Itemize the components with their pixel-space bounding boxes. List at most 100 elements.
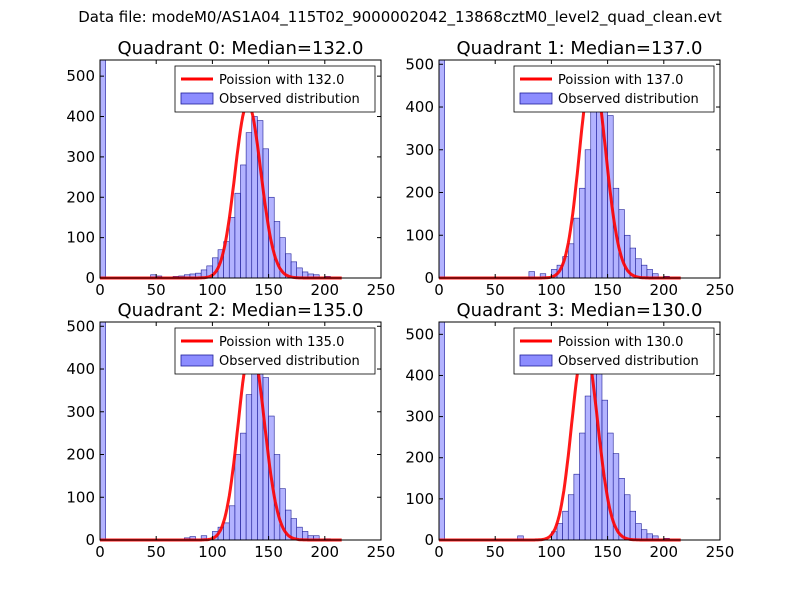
quadrant-1-axes-frame bbox=[438, 59, 721, 279]
quadrant-2-ytick-label-200: 200 bbox=[66, 446, 95, 464]
quadrant-2-xtick-label-0: 0 bbox=[95, 543, 105, 561]
quadrant-2-legend-observed-label: Observed distribution bbox=[219, 354, 360, 369]
quadrant-1-panel: 0 50 100 150 200 250 0 100 200 300 400 500 Quadrant … bbox=[405, 38, 734, 299]
quadrant-1-bar-8 bbox=[579, 187, 586, 279]
quadrant-2-bar-6 bbox=[223, 522, 230, 541]
quadrant-1-ytick-label-400: 400 bbox=[405, 98, 434, 116]
quadrant-2-panel: 0 50 100 150 200 250 0 100 200 300 400 500 Quadrant … bbox=[66, 300, 395, 561]
quadrant-3-ytick-label-100: 100 bbox=[405, 490, 434, 508]
quadrant-2-xtick-label-150: 150 bbox=[254, 543, 283, 561]
quadrant-2-xtick-label-50: 50 bbox=[147, 543, 166, 561]
quadrant-3-bar-17 bbox=[635, 523, 642, 541]
quadrant-3-xtick-label-150: 150 bbox=[593, 543, 622, 561]
quadrant-1-title: Quadrant 1: Median=137.0 bbox=[457, 38, 703, 59]
quadrant-1-bar-6 bbox=[567, 243, 575, 279]
quadrant-2-bar-11 bbox=[251, 360, 258, 541]
quadrant-3-bar-3 bbox=[556, 523, 563, 541]
quadrant-3-xtick-label-0: 0 bbox=[434, 543, 444, 561]
quadrant-3-xtick-label-200: 200 bbox=[649, 543, 678, 561]
quadrant-0-legend-observed-label: Observed distribution bbox=[219, 92, 360, 107]
quadrant-3-ytick-label-200: 200 bbox=[405, 449, 434, 467]
quadrant-3-legend-poisson-label: Poission with 130.0 bbox=[558, 335, 683, 350]
quadrant-2-ytick-label-400: 400 bbox=[66, 360, 95, 378]
quadrant-0-bar-14 bbox=[234, 192, 241, 279]
quadrant-2-legend-poisson-label: Poission with 135.0 bbox=[219, 335, 344, 350]
quadrant-3-bar-8 bbox=[584, 395, 592, 541]
quadrant-0-bar-13 bbox=[228, 217, 236, 279]
quadrant-0-title: Quadrant 0: Median=132.0 bbox=[118, 38, 364, 59]
quadrant-3-bar-12 bbox=[607, 432, 614, 541]
quadrant-1-legend-observed-label: Observed distribution bbox=[558, 92, 699, 107]
quadrant-1-legend-observed-swatch bbox=[519, 92, 553, 105]
quadrant-2-bar-8 bbox=[234, 454, 241, 541]
quadrant-3-ytick-label-500: 500 bbox=[405, 325, 434, 343]
quadrant-0-panel: 0 50 100 150 200 250 0 100 200 300 400 500 Quadrant … bbox=[66, 38, 395, 299]
quadrant-1-xtick-label-50: 50 bbox=[486, 281, 505, 299]
quadrant-1-bar-0 bbox=[438, 59, 445, 279]
quadrant-1-xtick-label-0: 0 bbox=[434, 281, 444, 299]
quadrant-0-bar-16 bbox=[245, 132, 253, 279]
quadrant-2-bar-10 bbox=[245, 394, 253, 541]
quadrant-0-ytick-label-300: 300 bbox=[66, 148, 95, 166]
quadrant-0-bar-0 bbox=[99, 59, 106, 279]
quadrant-1-ytick-label-500: 500 bbox=[405, 55, 434, 73]
quadrant-0-bar-15 bbox=[240, 164, 247, 279]
quadrant-3-axes-frame bbox=[438, 321, 721, 541]
quadrant-1-bar-19 bbox=[641, 264, 648, 279]
quadrant-0-legend-observed-swatch bbox=[180, 92, 214, 105]
quadrant-1-xtick-label-200: 200 bbox=[649, 281, 678, 299]
quadrant-0-xtick-label-50: 50 bbox=[147, 281, 166, 299]
quadrant-2-axes-frame bbox=[99, 321, 382, 541]
quadrant-2-ytick-label-100: 100 bbox=[66, 488, 95, 506]
quadrant-3-bar-6 bbox=[573, 473, 580, 541]
quadrant-3-bar-15 bbox=[624, 494, 631, 541]
quadrant-3-xtick-label-100: 100 bbox=[537, 543, 566, 561]
quadrant-3-bar-4 bbox=[562, 510, 569, 541]
quadrant-2-title: Quadrant 2: Median=135.0 bbox=[118, 300, 364, 321]
quadrant-0-ytick-label-500: 500 bbox=[66, 67, 95, 85]
quadrant-1-bar-7 bbox=[573, 217, 580, 279]
quadrant-1-ytick-label-0: 0 bbox=[424, 269, 434, 287]
quadrant-3-panel: 0 50 100 150 200 250 0 100 200 300 400 500 Quadrant … bbox=[405, 300, 734, 561]
quadrant-3-title: Quadrant 3: Median=130.0 bbox=[457, 300, 703, 321]
quadrant-1-xtick-label-250: 250 bbox=[706, 281, 735, 299]
quadrant-0-ytick-label-0: 0 bbox=[85, 269, 95, 287]
quadrant-0-ytick-label-200: 200 bbox=[66, 188, 95, 206]
quadrant-3-bar-18 bbox=[641, 529, 648, 541]
quadrant-2-xtick-label-250: 250 bbox=[367, 543, 396, 561]
quadrant-1-bar-15 bbox=[618, 209, 625, 279]
quadrant-1-legend-poisson-label: Poission with 137.0 bbox=[558, 73, 683, 88]
quadrant-0-xtick-label-150: 150 bbox=[254, 281, 283, 299]
quadrant-3-ytick-label-400: 400 bbox=[405, 366, 434, 384]
quadrant-1-ytick-label-300: 300 bbox=[405, 141, 434, 159]
quadrant-0-axes-frame bbox=[99, 59, 382, 279]
quadrant-3-bar-7 bbox=[579, 432, 586, 541]
quadrant-1-bar-18 bbox=[635, 258, 642, 279]
quadrant-2-ytick-label-0: 0 bbox=[85, 531, 95, 549]
quadrant-0-ytick-label-100: 100 bbox=[66, 229, 95, 247]
quadrant-1-xtick-label-150: 150 bbox=[593, 281, 622, 299]
quadrant-1-bar-10 bbox=[590, 98, 597, 279]
quadrant-0-legend-poisson-label: Poission with 132.0 bbox=[219, 73, 344, 88]
quadrant-3-bar-16 bbox=[629, 510, 637, 541]
quadrant-3-bar-14 bbox=[618, 478, 625, 541]
quadrant-1-bar-9 bbox=[584, 149, 592, 279]
quadrant-2-legend-box bbox=[174, 327, 376, 375]
quadrant-3-legend-observed-swatch bbox=[519, 354, 553, 367]
quadrant-1-ytick-label-200: 200 bbox=[405, 184, 434, 202]
figure-title: Data file: modeM0/AS1A04_115T02_90000020… bbox=[78, 8, 722, 26]
quadrant-2-bar-9 bbox=[240, 432, 247, 541]
quadrant-3-ytick-label-0: 0 bbox=[424, 531, 434, 549]
quadrant-0-xtick-label-200: 200 bbox=[310, 281, 339, 299]
quadrant-0-xtick-label-0: 0 bbox=[95, 281, 105, 299]
quadrant-1-xtick-label-100: 100 bbox=[537, 281, 566, 299]
quadrant-3-xtick-label-250: 250 bbox=[706, 543, 735, 561]
quadrant-3-xtick-label-50: 50 bbox=[486, 543, 505, 561]
quadrant-3-legend-observed-label: Observed distribution bbox=[558, 354, 699, 369]
quadrant-0-ytick-label-400: 400 bbox=[66, 108, 95, 126]
quadrant-1-ytick-label-100: 100 bbox=[405, 226, 434, 244]
quadrant-3-bar-5 bbox=[567, 494, 575, 541]
quadrant-2-bar-7 bbox=[228, 505, 236, 541]
